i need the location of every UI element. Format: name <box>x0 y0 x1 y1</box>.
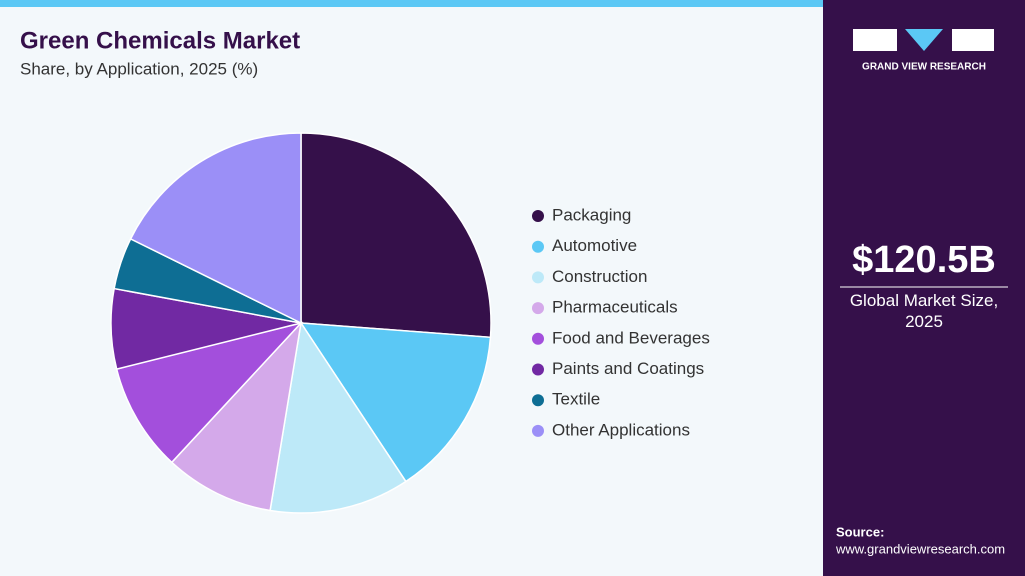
pie-slice <box>269 320 407 514</box>
legend-marker <box>532 271 544 284</box>
side-panel <box>823 0 1025 576</box>
brand: GRAND VIEW RESEARCH <box>862 62 986 73</box>
legend-marker <box>532 240 544 253</box>
legend-label: Construction <box>552 267 647 286</box>
legend-marker <box>532 424 544 437</box>
legend-label: Pharmaceuticals <box>552 298 678 317</box>
chart-title: Green Chemicals Market <box>20 27 300 54</box>
legend-label: Textile <box>552 390 600 409</box>
legend-marker <box>532 332 544 345</box>
pie-slice <box>300 132 492 339</box>
legend-label: Food and Beverages <box>552 328 710 347</box>
source-url: www.grandviewresearch.com <box>835 541 1005 556</box>
market-size-label: Global Market Size, 2025 <box>849 291 999 331</box>
accent-bar <box>0 0 823 7</box>
legend-marker <box>532 210 544 222</box>
legend-label: Automotive <box>552 236 637 255</box>
legend-marker <box>532 394 544 407</box>
legend-marker <box>532 302 544 315</box>
pie-slice <box>129 132 302 325</box>
legend-label: Paints and Coatings <box>552 359 704 378</box>
legend-label: Other Applications <box>552 420 690 439</box>
legend-marker <box>532 363 544 376</box>
logo: GRAND VIEW RESEARCH <box>853 29 994 73</box>
chart-subtitle: Share, by Application, 2025 (%) <box>20 59 258 78</box>
market-size: $120.5B <box>852 239 996 281</box>
pie-slice <box>170 320 303 512</box>
market-size-label-box: Global Market Size, 2025 <box>849 291 999 331</box>
source-label: Source: <box>836 524 884 539</box>
legend-label: Packaging <box>552 205 631 224</box>
pie-slice <box>299 322 492 483</box>
